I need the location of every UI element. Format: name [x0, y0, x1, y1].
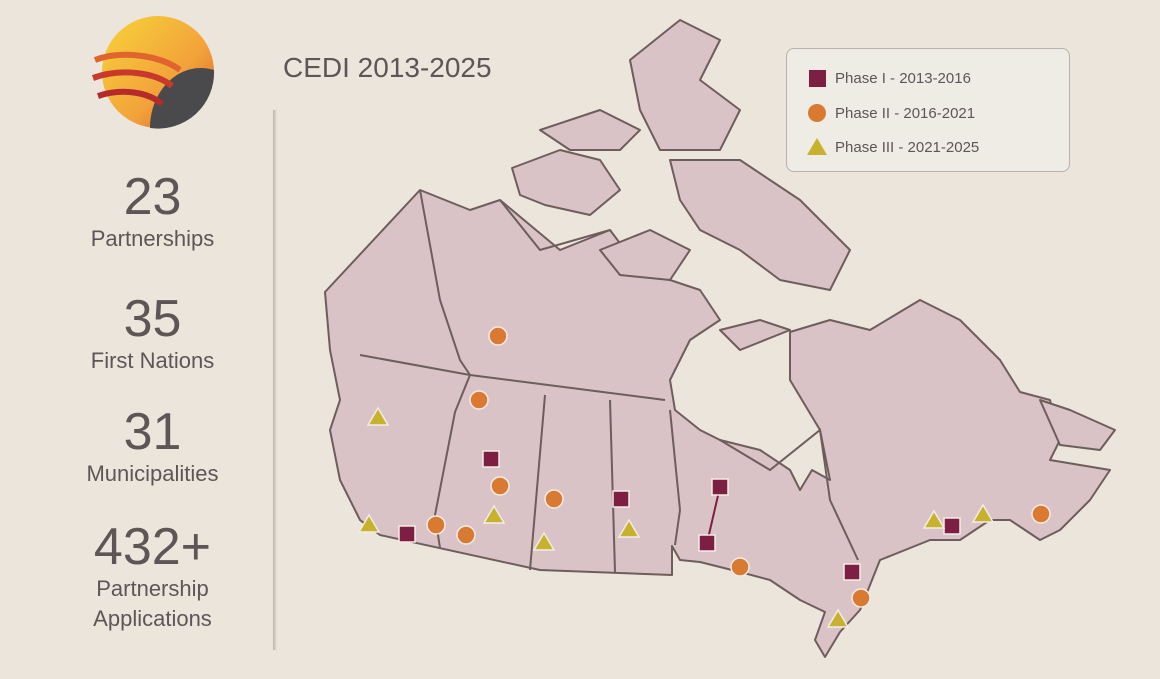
phase-1-marker [398, 525, 416, 543]
phase-1-marker [612, 490, 630, 508]
stat: 35 First Nations [40, 292, 265, 376]
phase-3-marker [366, 406, 390, 426]
stat-label: Municipalities [86, 461, 219, 486]
legend-label: Phase III - 2021-2025 [835, 139, 980, 156]
phase-3-marker [357, 513, 381, 533]
phase-2-marker [1031, 504, 1051, 524]
connector [706, 486, 721, 544]
legend-label: Phase II - 2016-2021 [835, 105, 976, 122]
title: CEDI 2013-2025 [283, 52, 492, 83]
phase-3-marker [482, 504, 506, 524]
markers [357, 326, 1051, 628]
province-borders [359, 189, 859, 573]
stat-label: Partnership Applications [93, 576, 212, 631]
phase-1-marker [698, 534, 716, 552]
phase-2-marker [730, 557, 750, 577]
stat-number: 432+ [93, 518, 212, 576]
legend-symbols [807, 70, 827, 155]
legend: Phase I - 2013-2016 Phase II - 2016-2021… [786, 48, 1070, 172]
stat-label: Partnerships [90, 226, 215, 251]
phase-2-marker [544, 489, 564, 509]
phase-2-marker [851, 588, 871, 608]
stat: 31 Municipalities [40, 405, 265, 489]
stat-number: 23 [123, 168, 182, 226]
phase-2-marker [426, 515, 446, 535]
phase-3-marker [617, 518, 641, 538]
stat: 23 Partnerships [40, 170, 265, 254]
stat: 432+ Partnership Applications [40, 520, 265, 634]
phase-1-marker [843, 563, 861, 581]
divider [273, 110, 277, 650]
legend-label: Phase I - 2013-2016 [835, 70, 971, 87]
canada [324, 19, 1116, 658]
phase-1-marker [482, 450, 500, 468]
logo [91, 16, 215, 129]
phase-3-marker [826, 608, 850, 628]
phase-1-marker [943, 517, 961, 535]
phase-3-marker [971, 503, 995, 523]
phase-3-marker [922, 509, 946, 529]
stat-label: First Nations [90, 348, 215, 373]
phase-3-marker [532, 531, 556, 551]
stat-number: 35 [123, 290, 182, 348]
phase-2-marker [490, 476, 510, 496]
phase-2-marker [456, 525, 476, 545]
phase-2-marker [469, 390, 489, 410]
phase-2-marker [488, 326, 508, 346]
stat-number: 31 [123, 403, 182, 461]
phase-1-marker [711, 478, 729, 496]
